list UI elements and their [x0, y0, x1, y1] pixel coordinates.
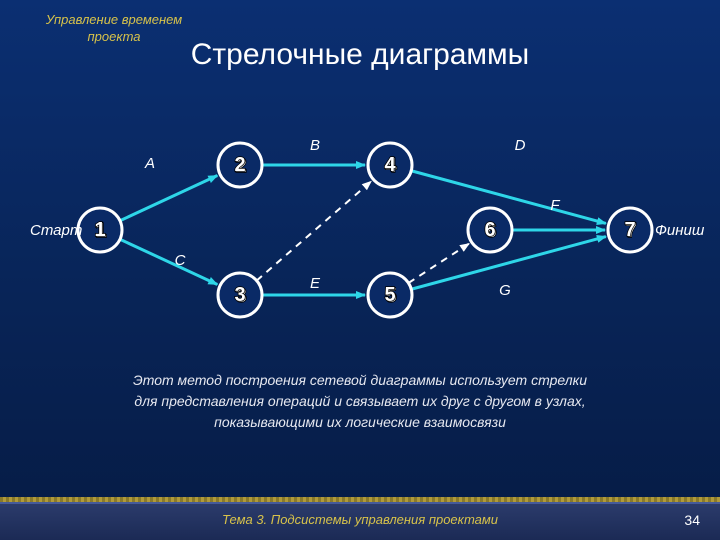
svg-text:B: B [310, 137, 320, 154]
svg-text:D: D [515, 137, 526, 154]
svg-text:A: A [144, 155, 155, 172]
page-number: 34 [684, 512, 700, 528]
svg-text:F: F [550, 197, 560, 214]
section-label-l1: Управление временем [46, 12, 182, 27]
svg-text:6: 6 [484, 219, 495, 241]
footer-bar: Тема 3. Подсистемы управления проектами … [0, 502, 720, 540]
desc-l1: Этот метод построения сетевой диаграммы … [133, 372, 587, 388]
svg-text:1: 1 [94, 219, 105, 241]
arrow-diagram: ACBEDFG11223344556677СтартФиниш [0, 110, 720, 350]
svg-text:C: C [175, 252, 186, 269]
svg-text:5: 5 [384, 284, 395, 306]
description-text: Этот метод построения сетевой диаграммы … [60, 370, 660, 433]
svg-text:2: 2 [234, 154, 245, 176]
page-title: Стрелочные диаграммы [0, 38, 720, 72]
svg-text:7: 7 [624, 219, 635, 241]
svg-text:G: G [499, 282, 511, 299]
svg-text:Старт: Старт [30, 222, 82, 239]
svg-text:Финиш: Финиш [655, 222, 705, 239]
desc-l3: показывающими их логические взаимосвязи [214, 414, 506, 430]
svg-text:4: 4 [384, 154, 396, 176]
svg-text:3: 3 [234, 284, 245, 306]
desc-l2: для представления операций и связывает и… [134, 393, 585, 409]
svg-text:E: E [310, 275, 321, 292]
footer-text: Тема 3. Подсистемы управления проектами [0, 512, 720, 527]
